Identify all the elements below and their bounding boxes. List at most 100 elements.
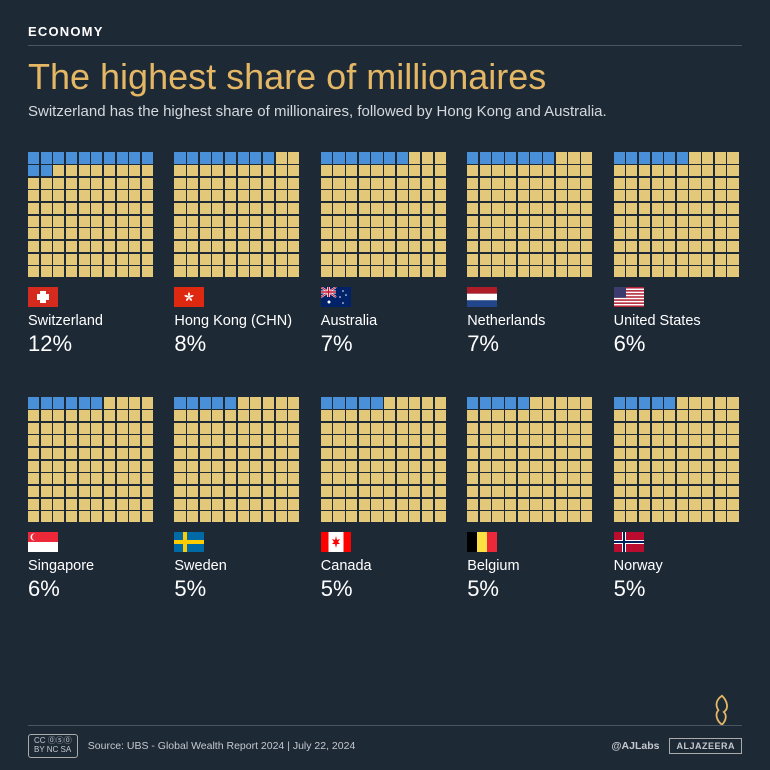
waffle-cell: [677, 152, 688, 163]
waffle-cell: [664, 190, 675, 201]
waffle-cell: [467, 152, 478, 163]
waffle-cell: [614, 486, 625, 497]
waffle-cell: [727, 241, 738, 252]
waffle-cell: [518, 178, 529, 189]
waffle-cell: [53, 203, 64, 214]
waffle-cell: [200, 423, 211, 434]
waffle-cell: [104, 423, 115, 434]
waffle-cell: [174, 499, 185, 510]
waffle-cell: [702, 397, 713, 408]
waffle-cell: [28, 461, 39, 472]
waffle-cell: [142, 499, 153, 510]
waffle-cell: [492, 228, 503, 239]
waffle-cell: [263, 178, 274, 189]
waffle-cell: [568, 228, 579, 239]
waffle-cell: [614, 410, 625, 421]
waffle-cell: [480, 423, 491, 434]
waffle-cell: [371, 190, 382, 201]
waffle-cell: [371, 410, 382, 421]
waffle-cell: [117, 435, 128, 446]
waffle-cell: [346, 228, 357, 239]
waffle-cell: [543, 190, 554, 201]
waffle-cell: [384, 511, 395, 522]
waffle-cell: [422, 165, 433, 176]
waffle-cell: [104, 499, 115, 510]
waffle-cell: [435, 410, 446, 421]
waffle-cell: [677, 397, 688, 408]
waffle-cell: [518, 461, 529, 472]
waffle-cell: [626, 216, 637, 227]
waffle-cell: [288, 397, 299, 408]
waffle-cell: [467, 241, 478, 252]
waffle-cell: [652, 448, 663, 459]
waffle-cell: [715, 254, 726, 265]
waffle-cell: [117, 190, 128, 201]
waffle-cell: [321, 423, 332, 434]
waffle-cell: [66, 266, 77, 277]
waffle-cell: [689, 473, 700, 484]
waffle-cell: [238, 410, 249, 421]
waffle-cell: [142, 203, 153, 214]
waffle-cell: [129, 165, 140, 176]
waffle-cell: [530, 216, 541, 227]
waffle-cell: [117, 266, 128, 277]
country-name: Canada: [321, 558, 449, 574]
waffle-cell: [664, 448, 675, 459]
waffle-cell: [677, 461, 688, 472]
waffle-cell: [263, 473, 274, 484]
waffle-cell: [467, 178, 478, 189]
waffle-cell: [117, 473, 128, 484]
waffle-cell: [346, 203, 357, 214]
waffle-cell: [556, 228, 567, 239]
waffle-cell: [518, 410, 529, 421]
waffle-cell: [28, 473, 39, 484]
waffle-cell: [727, 410, 738, 421]
waffle-cell: [359, 410, 370, 421]
waffle-cell: [409, 190, 420, 201]
waffle-cell: [79, 511, 90, 522]
waffle-cell: [28, 266, 39, 277]
waffle-cell: [409, 152, 420, 163]
waffle-cell: [28, 410, 39, 421]
waffle-cell: [371, 511, 382, 522]
waffle-cell: [505, 216, 516, 227]
waffle-cell: [664, 216, 675, 227]
waffle-cell: [321, 448, 332, 459]
waffle-cell: [129, 461, 140, 472]
waffle-cell: [276, 423, 287, 434]
waffle-cell: [129, 152, 140, 163]
waffle-cell: [480, 190, 491, 201]
waffle-cell: [288, 435, 299, 446]
waffle-cell: [174, 152, 185, 163]
waffle-cell: [142, 511, 153, 522]
waffle-cell: [505, 435, 516, 446]
waffle-cell: [397, 203, 408, 214]
waffle-cell: [505, 423, 516, 434]
waffle-cell: [568, 241, 579, 252]
waffle-cell: [422, 511, 433, 522]
waffle-cell: [187, 203, 198, 214]
waffle-cell: [288, 423, 299, 434]
waffle-cell: [505, 448, 516, 459]
waffle-cell: [422, 410, 433, 421]
waffle-cell: [530, 461, 541, 472]
waffle-cell: [79, 266, 90, 277]
waffle-cell: [626, 435, 637, 446]
waffle-cell: [346, 216, 357, 227]
waffle-cell: [397, 473, 408, 484]
waffle-cell: [225, 241, 236, 252]
waffle-cell: [238, 499, 249, 510]
waffle-cell: [715, 266, 726, 277]
waffle-cell: [480, 216, 491, 227]
waffle-cell: [263, 486, 274, 497]
waffle-cell: [79, 152, 90, 163]
waffle-cell: [689, 461, 700, 472]
waffle-cell: [505, 511, 516, 522]
waffle-cell: [422, 254, 433, 265]
waffle-cell: [467, 435, 478, 446]
waffle-cell: [664, 410, 675, 421]
waffle-cell: [480, 397, 491, 408]
waffle-cell: [174, 435, 185, 446]
waffle-cell: [639, 165, 650, 176]
waffle-cell: [187, 266, 198, 277]
